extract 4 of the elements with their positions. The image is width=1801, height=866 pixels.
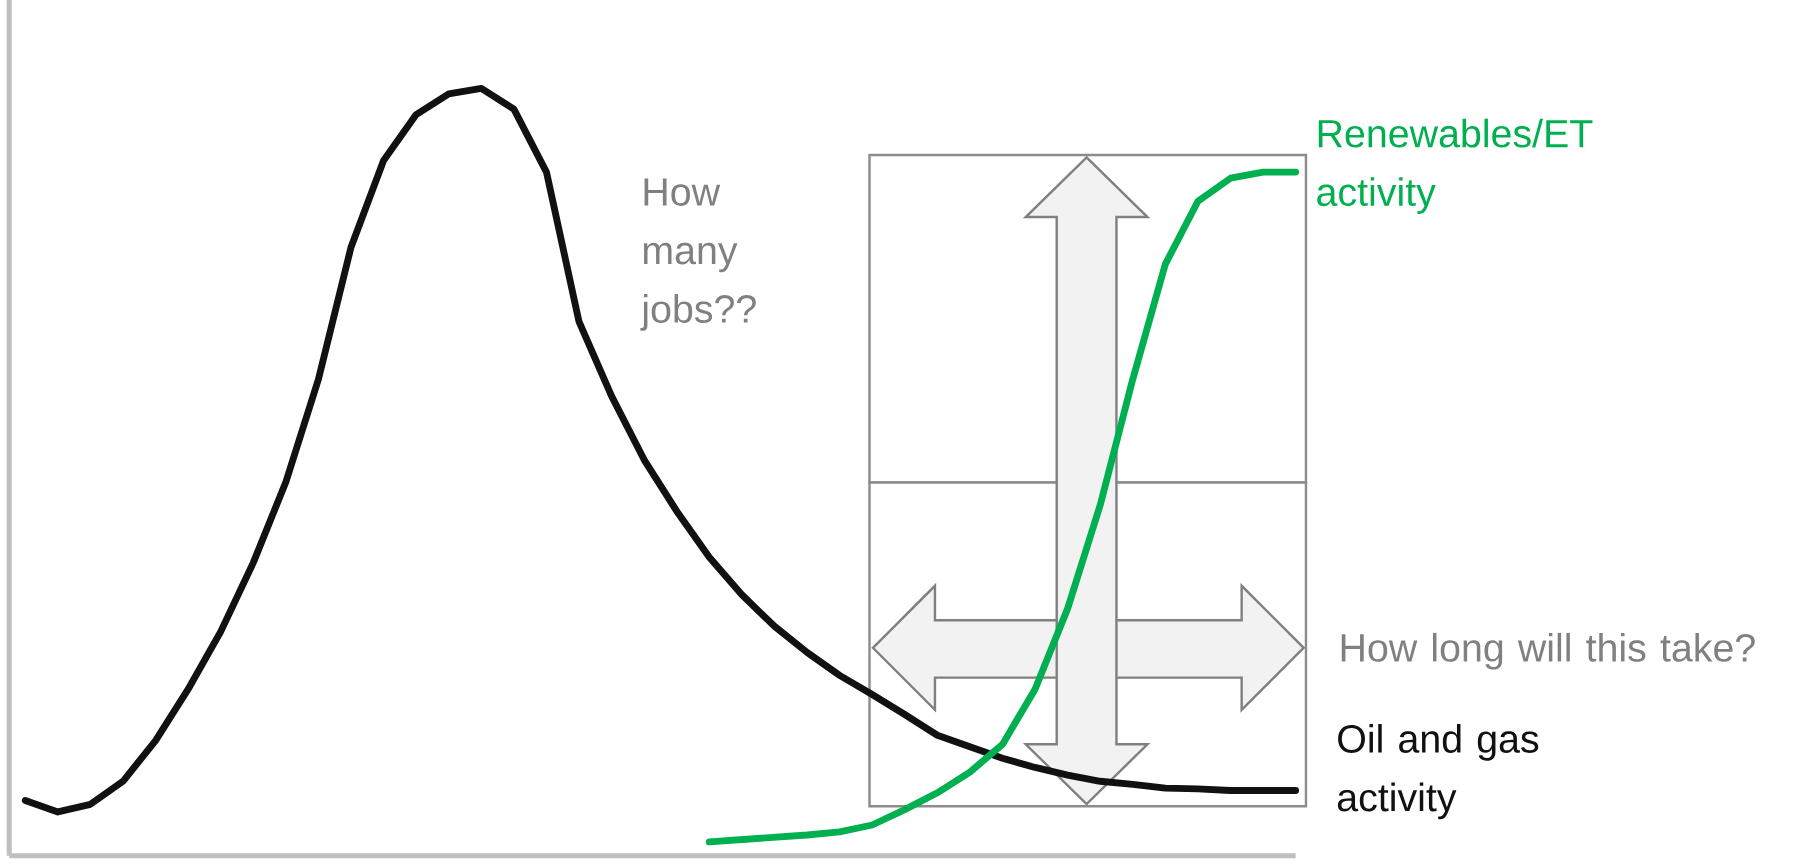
series-label: Renewables/ET activity <box>1317 118 1593 214</box>
series-label: Oil and gas activity <box>1337 723 1539 820</box>
annotation: How many jobs?? <box>640 178 756 331</box>
text: How long will this take? <box>1341 632 1755 670</box>
